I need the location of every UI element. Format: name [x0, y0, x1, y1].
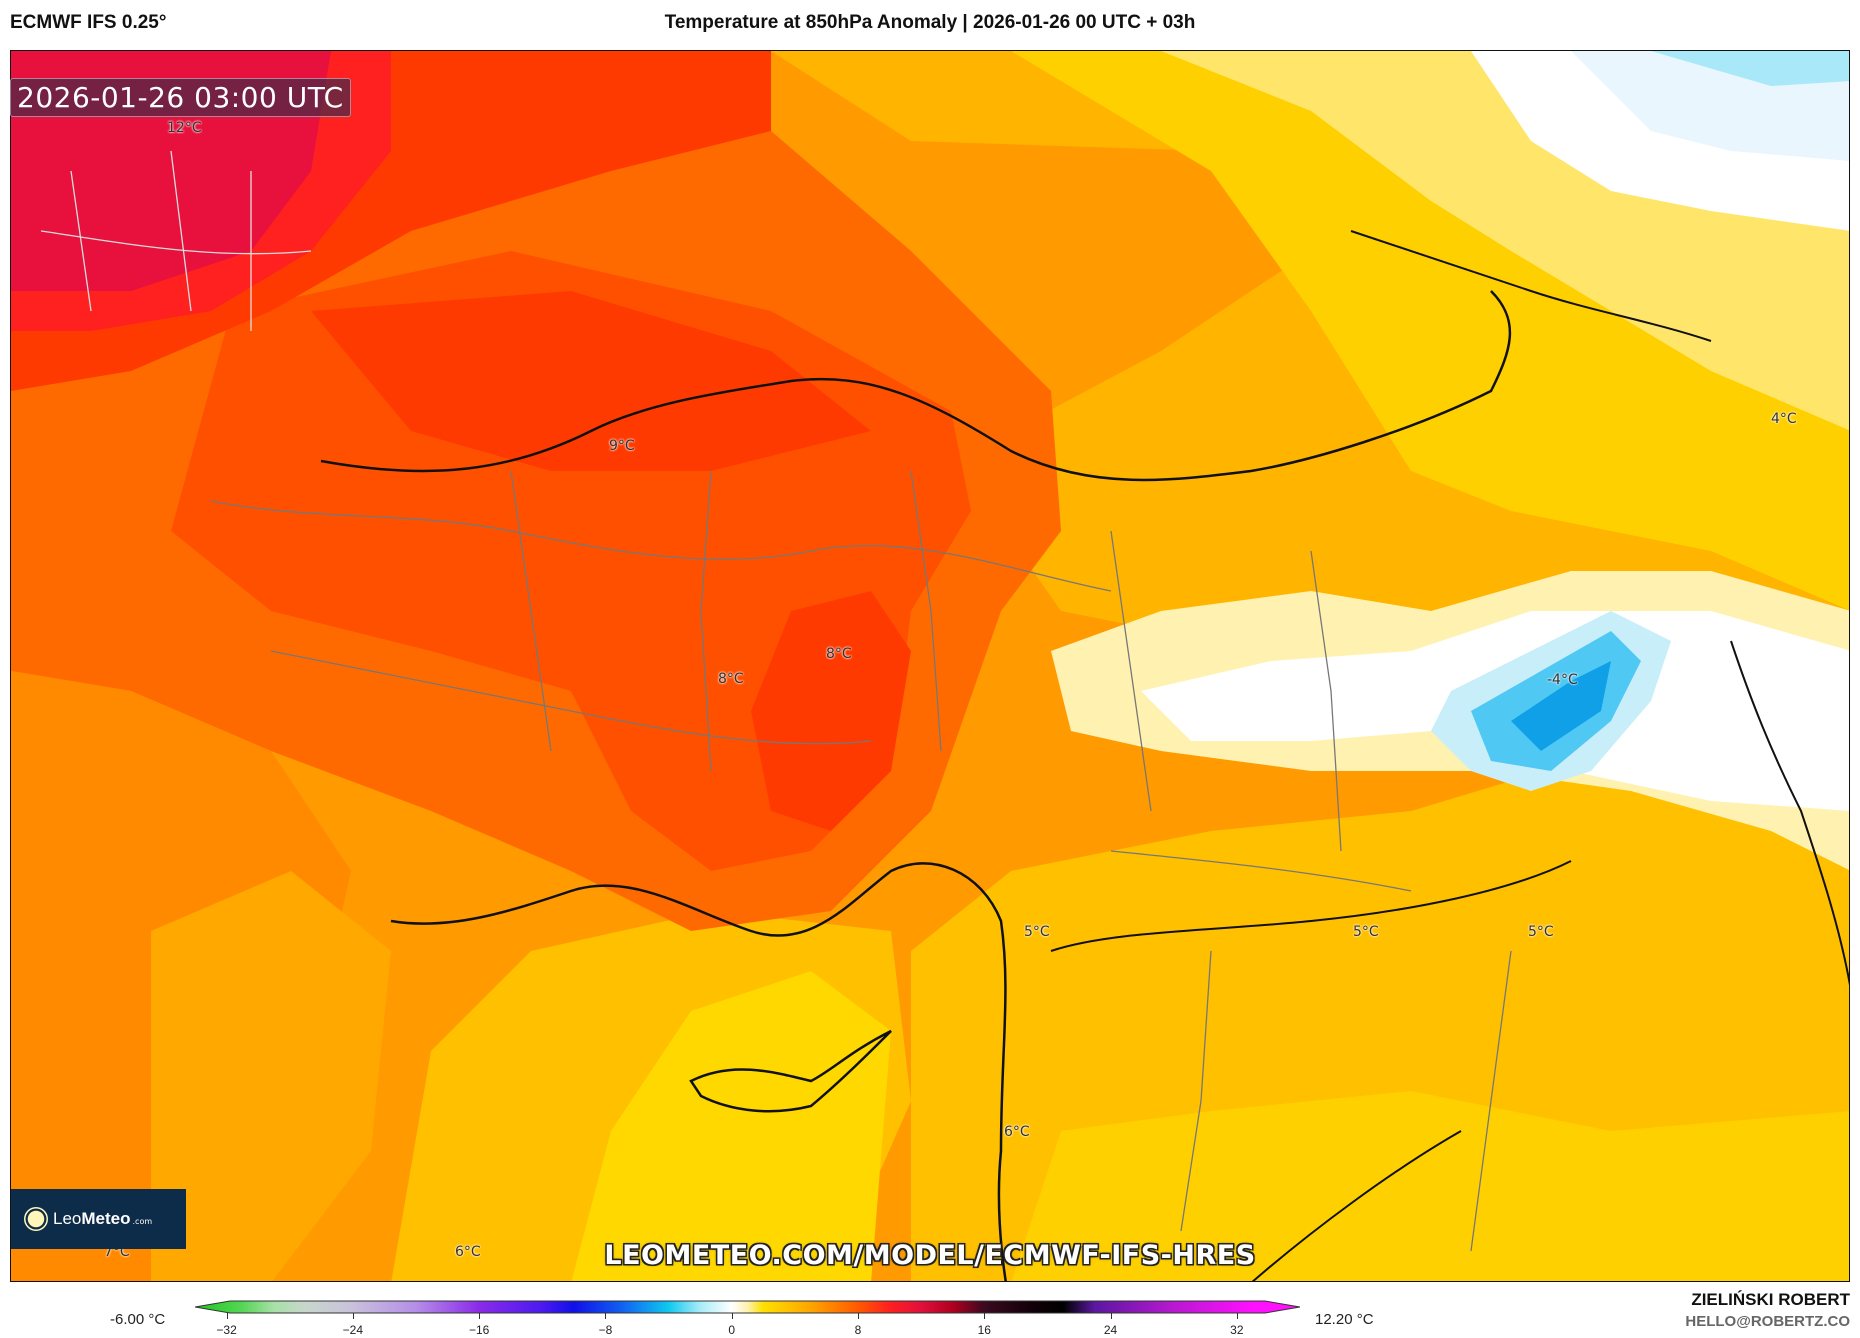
colorbar-tick-label: 16 [977, 1323, 991, 1337]
logo-bold: Meteo [81, 1209, 131, 1228]
temperature-label: 8°C [718, 671, 744, 687]
temperature-label: 9°C [609, 438, 635, 454]
temperature-label: 6°C [1004, 1124, 1030, 1140]
author-email[interactable]: HELLO@ROBERTZ.CO [1685, 1313, 1850, 1330]
colorbar-tick-label: −24 [342, 1323, 364, 1337]
colorbar-tick-mark [352, 1313, 354, 1319]
temperature-label: 5°C [1024, 924, 1050, 940]
logo-tld: .com [132, 1217, 153, 1226]
temperature-label: 4°C [1771, 411, 1797, 427]
map-fill [11, 51, 1849, 1281]
colorbar-tick-label: 32 [1230, 1323, 1244, 1337]
leometeo-logo[interactable]: LeoMeteo .com [11, 1189, 186, 1249]
map-title: Temperature at 850hPa Anomaly | 2026-01-… [664, 12, 1196, 33]
temperature-label: 6°C [455, 1244, 481, 1260]
colorbar-tick-label: 0 [728, 1323, 736, 1337]
temperature-label: 5°C [1353, 924, 1379, 940]
colorbar-tick-label: 24 [1103, 1323, 1118, 1337]
colorbar-tick-mark [1236, 1313, 1238, 1319]
colorbar-max-label: 12.20 °C [1315, 1311, 1374, 1328]
colorbar-tick-mark [226, 1313, 228, 1319]
colorbar-tick-mark [984, 1313, 986, 1319]
temperature-label: -4°C [1547, 672, 1578, 688]
logo-prefix: Leo [53, 1209, 82, 1228]
colorbar-tick-label: 8 [854, 1323, 862, 1337]
model-name: ECMWF IFS 0.25° [10, 12, 167, 33]
colorbar-tick-mark [858, 1313, 859, 1319]
author-name: ZIELIŃSKI ROBERT [1691, 1290, 1850, 1309]
temperature-label: 8°C [826, 646, 852, 662]
source-url-watermark: LEOMETEO.COM/MODEL/ECMWF-IFS-HRES [604, 1240, 1256, 1271]
valid-time-badge: 2026-01-26 03:00 UTC [10, 78, 351, 117]
anomaly-map[interactable] [10, 50, 1850, 1282]
colorbar-min-label: -6.00 °C [110, 1311, 166, 1328]
colorbar-tick-label: −8 [598, 1323, 613, 1337]
colorbar [195, 1300, 1300, 1314]
temperature-label: 5°C [1528, 924, 1554, 940]
colorbar-tick-mark [605, 1313, 607, 1319]
temperature-label: 12°C [167, 120, 202, 136]
colorbar-tick-label: −16 [468, 1323, 490, 1337]
colorbar-tick-label: −32 [216, 1323, 237, 1337]
sun-icon [27, 1210, 45, 1228]
colorbar-tick-mark [731, 1313, 733, 1319]
colorbar-tick-mark [479, 1313, 481, 1319]
colorbar-tick-mark [1110, 1313, 1112, 1319]
